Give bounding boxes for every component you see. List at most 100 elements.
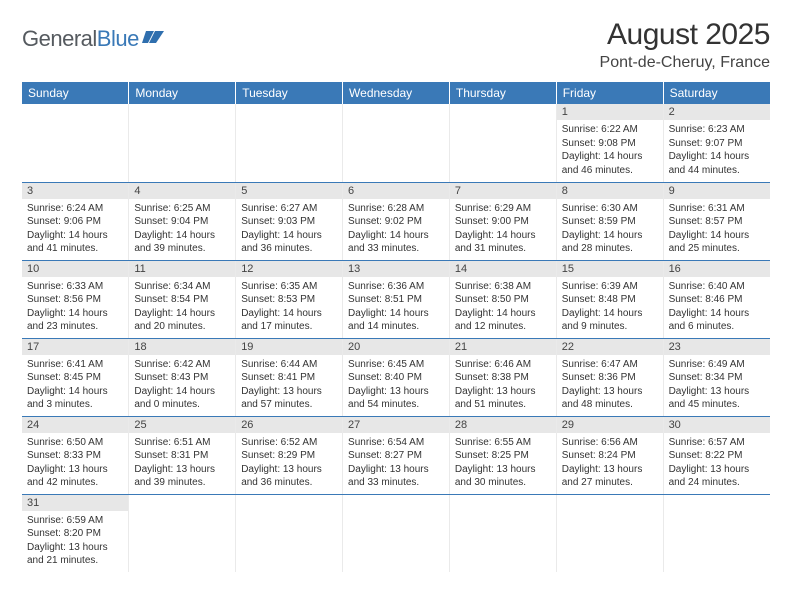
day-detail-line: and 33 minutes. <box>348 242 444 256</box>
day-detail-line: Sunrise: 6:39 AM <box>562 280 658 294</box>
day-details: Sunrise: 6:51 AMSunset: 8:31 PMDaylight:… <box>129 433 235 494</box>
day-detail-line: and 30 minutes. <box>455 476 551 490</box>
calendar-cell: 3Sunrise: 6:24 AMSunset: 9:06 PMDaylight… <box>22 182 129 260</box>
day-detail-line: and 21 minutes. <box>27 554 123 568</box>
day-detail-line: Sunset: 8:31 PM <box>134 449 230 463</box>
calendar-week-row: 17Sunrise: 6:41 AMSunset: 8:45 PMDayligh… <box>22 338 770 416</box>
day-number: 28 <box>450 417 556 433</box>
day-detail-line: Sunrise: 6:59 AM <box>27 514 123 528</box>
day-detail-line: Daylight: 13 hours <box>455 385 551 399</box>
day-details: Sunrise: 6:57 AMSunset: 8:22 PMDaylight:… <box>664 433 770 494</box>
calendar-cell: 13Sunrise: 6:36 AMSunset: 8:51 PMDayligh… <box>343 260 450 338</box>
day-detail-line: and 9 minutes. <box>562 320 658 334</box>
day-details: Sunrise: 6:45 AMSunset: 8:40 PMDaylight:… <box>343 355 449 416</box>
day-details: Sunrise: 6:50 AMSunset: 8:33 PMDaylight:… <box>22 433 128 494</box>
day-detail-line: Daylight: 14 hours <box>134 385 230 399</box>
calendar-week-row: 31Sunrise: 6:59 AMSunset: 8:20 PMDayligh… <box>22 494 770 572</box>
day-detail-line: Sunrise: 6:25 AM <box>134 202 230 216</box>
calendar-cell: 14Sunrise: 6:38 AMSunset: 8:50 PMDayligh… <box>449 260 556 338</box>
day-detail-line: Sunset: 8:59 PM <box>562 215 658 229</box>
day-details: Sunrise: 6:56 AMSunset: 8:24 PMDaylight:… <box>557 433 663 494</box>
day-detail-line: and 48 minutes. <box>562 398 658 412</box>
day-detail-line: Sunset: 8:48 PM <box>562 293 658 307</box>
day-detail-line: Daylight: 14 hours <box>562 229 658 243</box>
month-title: August 2025 <box>600 18 770 52</box>
day-detail-line: and 27 minutes. <box>562 476 658 490</box>
day-details: Sunrise: 6:36 AMSunset: 8:51 PMDaylight:… <box>343 277 449 338</box>
day-detail-line: Sunset: 9:06 PM <box>27 215 123 229</box>
day-detail-line: Sunset: 8:54 PM <box>134 293 230 307</box>
day-detail-line: Sunrise: 6:45 AM <box>348 358 444 372</box>
day-number: 7 <box>450 183 556 199</box>
day-detail-line: and 51 minutes. <box>455 398 551 412</box>
day-number: 11 <box>129 261 235 277</box>
day-detail-line: Sunrise: 6:31 AM <box>669 202 765 216</box>
day-details: Sunrise: 6:35 AMSunset: 8:53 PMDaylight:… <box>236 277 342 338</box>
calendar-cell: 4Sunrise: 6:25 AMSunset: 9:04 PMDaylight… <box>129 182 236 260</box>
day-detail-line: Sunrise: 6:54 AM <box>348 436 444 450</box>
logo: GeneralBlue <box>22 26 164 52</box>
calendar-cell: 30Sunrise: 6:57 AMSunset: 8:22 PMDayligh… <box>663 416 770 494</box>
day-header: Saturday <box>663 82 770 104</box>
day-header: Wednesday <box>343 82 450 104</box>
day-detail-line: Sunrise: 6:55 AM <box>455 436 551 450</box>
day-detail-line: Daylight: 14 hours <box>669 229 765 243</box>
day-detail-line: Sunrise: 6:29 AM <box>455 202 551 216</box>
day-details: Sunrise: 6:27 AMSunset: 9:03 PMDaylight:… <box>236 199 342 260</box>
calendar-cell: 16Sunrise: 6:40 AMSunset: 8:46 PMDayligh… <box>663 260 770 338</box>
day-detail-line: and 36 minutes. <box>241 242 337 256</box>
logo-flag-icon <box>142 29 164 45</box>
day-number: 20 <box>343 339 449 355</box>
calendar-cell <box>22 104 129 182</box>
day-detail-line: Sunrise: 6:40 AM <box>669 280 765 294</box>
calendar-cell: 5Sunrise: 6:27 AMSunset: 9:03 PMDaylight… <box>236 182 343 260</box>
day-detail-line: Sunset: 8:25 PM <box>455 449 551 463</box>
day-detail-line: Daylight: 14 hours <box>562 150 658 164</box>
day-detail-line: Sunrise: 6:33 AM <box>27 280 123 294</box>
day-details: Sunrise: 6:28 AMSunset: 9:02 PMDaylight:… <box>343 199 449 260</box>
calendar-cell: 6Sunrise: 6:28 AMSunset: 9:02 PMDaylight… <box>343 182 450 260</box>
day-header: Sunday <box>22 82 129 104</box>
day-detail-line: and 45 minutes. <box>669 398 765 412</box>
day-detail-line: Sunset: 8:20 PM <box>27 527 123 541</box>
header-row: GeneralBlue August 2025 Pont-de-Cheruy, … <box>22 18 770 72</box>
calendar-week-row: 3Sunrise: 6:24 AMSunset: 9:06 PMDaylight… <box>22 182 770 260</box>
day-detail-line: Sunrise: 6:41 AM <box>27 358 123 372</box>
day-number: 2 <box>664 104 770 120</box>
calendar-cell: 18Sunrise: 6:42 AMSunset: 8:43 PMDayligh… <box>129 338 236 416</box>
day-number: 13 <box>343 261 449 277</box>
day-details: Sunrise: 6:52 AMSunset: 8:29 PMDaylight:… <box>236 433 342 494</box>
day-detail-line: Daylight: 14 hours <box>241 307 337 321</box>
day-detail-line: and 54 minutes. <box>348 398 444 412</box>
calendar-cell: 9Sunrise: 6:31 AMSunset: 8:57 PMDaylight… <box>663 182 770 260</box>
calendar-cell: 1Sunrise: 6:22 AMSunset: 9:08 PMDaylight… <box>556 104 663 182</box>
day-detail-line: and 3 minutes. <box>27 398 123 412</box>
day-number: 15 <box>557 261 663 277</box>
day-details: Sunrise: 6:55 AMSunset: 8:25 PMDaylight:… <box>450 433 556 494</box>
calendar-cell: 20Sunrise: 6:45 AMSunset: 8:40 PMDayligh… <box>343 338 450 416</box>
day-detail-line: Daylight: 14 hours <box>134 307 230 321</box>
day-number: 14 <box>450 261 556 277</box>
day-number: 4 <box>129 183 235 199</box>
calendar-cell: 31Sunrise: 6:59 AMSunset: 8:20 PMDayligh… <box>22 494 129 572</box>
day-detail-line: Sunset: 8:43 PM <box>134 371 230 385</box>
day-detail-line: and 20 minutes. <box>134 320 230 334</box>
day-detail-line: and 46 minutes. <box>562 164 658 178</box>
day-number: 10 <box>22 261 128 277</box>
day-detail-line: Sunrise: 6:24 AM <box>27 202 123 216</box>
day-number: 27 <box>343 417 449 433</box>
day-detail-line: and 23 minutes. <box>27 320 123 334</box>
calendar-cell <box>449 104 556 182</box>
day-details: Sunrise: 6:47 AMSunset: 8:36 PMDaylight:… <box>557 355 663 416</box>
day-detail-line: Daylight: 14 hours <box>241 229 337 243</box>
day-detail-line: Sunset: 8:51 PM <box>348 293 444 307</box>
calendar-cell: 29Sunrise: 6:56 AMSunset: 8:24 PMDayligh… <box>556 416 663 494</box>
day-detail-line: Sunset: 8:24 PM <box>562 449 658 463</box>
day-number: 24 <box>22 417 128 433</box>
day-detail-line: Sunset: 9:03 PM <box>241 215 337 229</box>
day-detail-line: Sunrise: 6:52 AM <box>241 436 337 450</box>
calendar-cell: 24Sunrise: 6:50 AMSunset: 8:33 PMDayligh… <box>22 416 129 494</box>
day-number: 17 <box>22 339 128 355</box>
day-detail-line: Sunrise: 6:30 AM <box>562 202 658 216</box>
day-detail-line: Sunrise: 6:42 AM <box>134 358 230 372</box>
